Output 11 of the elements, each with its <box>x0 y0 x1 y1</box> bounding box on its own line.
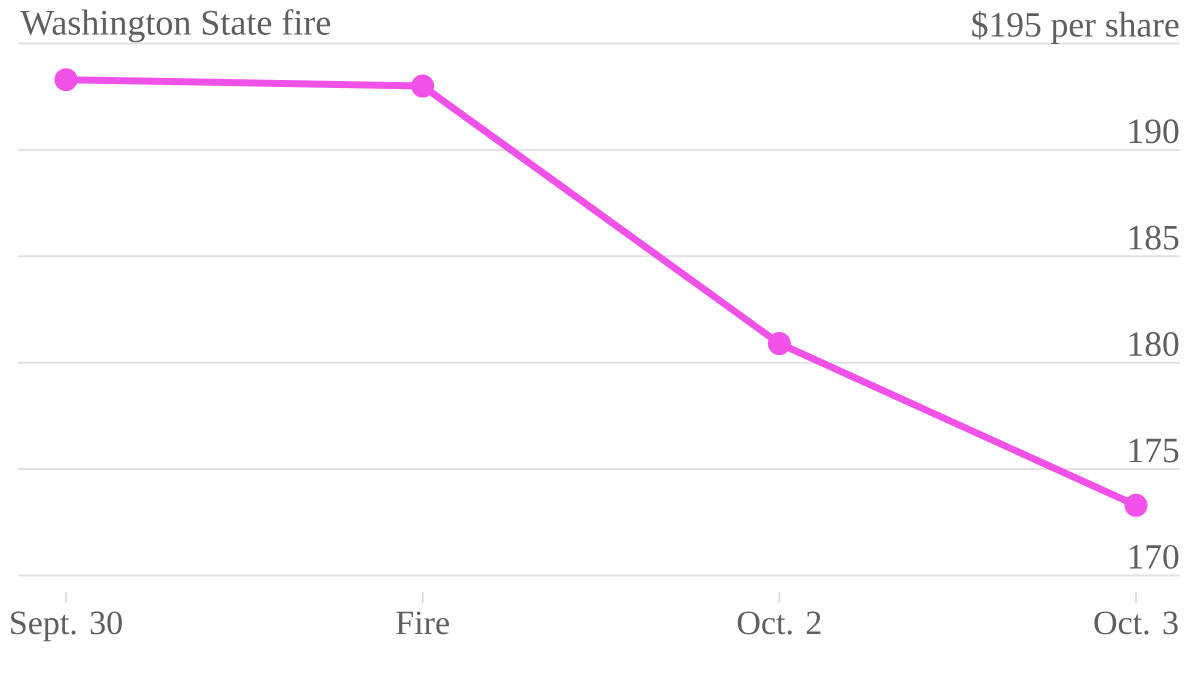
y-tick-label: 175 <box>1129 438 1179 463</box>
y-tick-label: 185 <box>1129 225 1179 250</box>
x-tick-label: Sept. 30 <box>11 611 122 642</box>
x-tick-label: Fire <box>396 611 449 635</box>
y-tick-label: 190 <box>1129 119 1179 144</box>
y-tick-label: $195 per share <box>972 10 1179 45</box>
x-tick-label: Oct. 3 <box>1094 611 1178 635</box>
x-tick-label: Oct. 2 <box>737 611 821 635</box>
y-tick-label: 170 <box>1129 544 1179 569</box>
y-tick-label: 180 <box>1129 332 1179 357</box>
chart-title: Washington State fire <box>20 9 331 43</box>
